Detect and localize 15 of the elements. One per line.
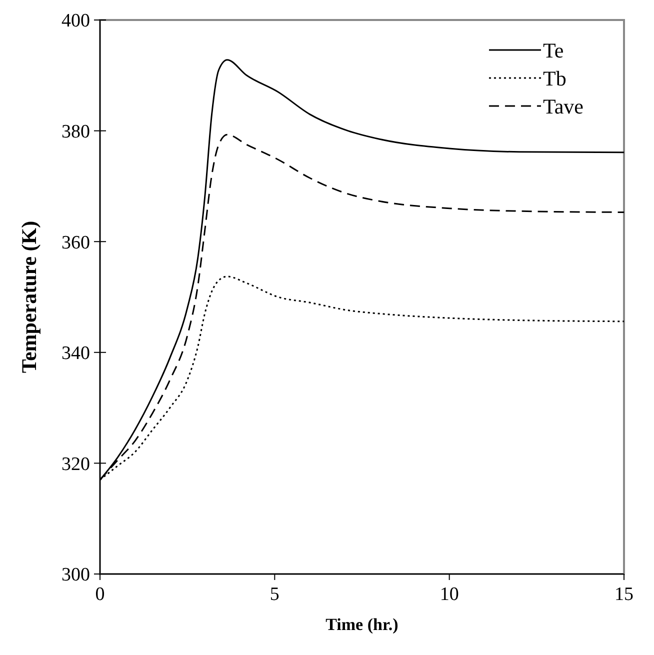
y-tick-label: 360	[62, 232, 90, 254]
y-tick-label: 400	[62, 10, 90, 32]
legend-label: Tave	[543, 94, 584, 118]
x-tick-label: 10	[440, 584, 459, 605]
y-tick-label: 320	[62, 454, 90, 475]
x-tick-label: 15	[614, 584, 634, 605]
y-axis-title: Temperature (K)	[17, 220, 41, 374]
y-tick-label: 380	[62, 121, 90, 142]
x-axis-title: Time (hr.)	[326, 615, 398, 634]
x-tick-label: 5	[270, 584, 280, 605]
x-tick-label: 0	[95, 584, 105, 605]
y-tick-label: 340	[62, 343, 90, 364]
y-tick-label: 300	[62, 564, 90, 586]
legend-label: Tb	[543, 66, 566, 90]
legend-label: Te	[543, 38, 564, 62]
